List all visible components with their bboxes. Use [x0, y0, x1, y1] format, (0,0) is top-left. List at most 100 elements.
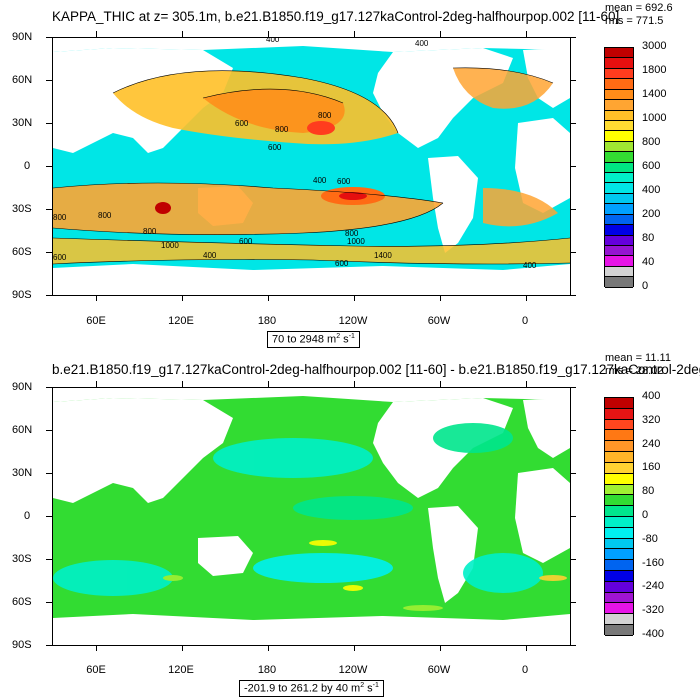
lat-label: 90S [12, 639, 32, 651]
axis-tick [46, 80, 52, 81]
colorbar-label: 3000 [642, 40, 667, 52]
colorbar-swatch [605, 266, 633, 278]
lat-label: 0 [24, 160, 31, 172]
axis-tick [46, 166, 52, 167]
difference-patches [53, 423, 567, 611]
panel1-title: KAPPA_THIC at z= 305.1m, b.e21.B1850.f19… [52, 9, 620, 24]
panel1-rms: rms = 771.5 [605, 15, 664, 27]
contour-label: 400 [415, 39, 429, 48]
colorbar-swatch [605, 462, 633, 474]
panel2-units-sup2: -1 [372, 682, 379, 689]
axis-tick [354, 381, 355, 387]
colorbar-swatch [605, 58, 633, 69]
contour-label: 800 [53, 213, 67, 222]
colorbar-swatch [605, 571, 633, 582]
antarctica-land [53, 614, 570, 645]
colorbar-swatch [605, 120, 633, 132]
colorbar-swatch [605, 89, 633, 101]
colorbar-swatch [605, 131, 633, 142]
panel1-units-s: s [340, 333, 349, 346]
axis-tick [46, 252, 52, 253]
contour-label: 1000 [347, 237, 365, 246]
contour-label: 400 [266, 38, 280, 44]
axis-tick [182, 31, 183, 37]
contour-label: 600 [337, 177, 351, 186]
colorbar-swatch [605, 484, 633, 496]
south-atlantic-gyre [483, 188, 558, 227]
colorbar-swatch [605, 549, 633, 561]
colorbar-label: 160 [642, 461, 661, 474]
contour-label: 1400 [374, 251, 392, 260]
lon-label: 60E [86, 315, 106, 327]
colorbar-swatch [605, 204, 633, 215]
axis-tick [526, 295, 527, 301]
colorbar-swatch [605, 408, 633, 420]
axis-tick [570, 516, 576, 517]
panel1-map-canvas: 400 400 800 600 800 600 400 600 800 800 … [53, 38, 570, 295]
colorbar-swatch [605, 173, 633, 184]
contour-label: 600 [335, 259, 349, 268]
axis-tick [96, 31, 97, 37]
colorbar-swatch [605, 506, 633, 517]
panel2-mean: mean = 11.11 [605, 352, 671, 364]
colorbar-label: 1000 [642, 112, 667, 124]
axis-tick [46, 123, 52, 124]
colorbar-swatch [605, 441, 633, 453]
lat-label: 90N [12, 381, 33, 393]
colorbar-swatch [605, 419, 633, 431]
lat-label: 30N [12, 117, 33, 129]
colorbar-label: -80 [642, 532, 658, 545]
contour-label: 800 [143, 227, 157, 236]
colorbar-swatch [605, 235, 633, 247]
colorbar-swatch [605, 473, 633, 485]
colorbar-swatch [605, 560, 633, 571]
contour-label: 400 [313, 176, 327, 185]
axis-tick [354, 31, 355, 37]
colorbar-swatch [605, 538, 633, 550]
colorbar-swatch [605, 48, 633, 59]
axis-tick [96, 645, 97, 651]
panel1-range-box: 70 to 2948 m2 s-1 [267, 331, 360, 348]
contour-label: 800 [345, 229, 359, 238]
panel2-units-sup1: 2 [360, 682, 365, 689]
panel2-range-text: -201.9 to 261.2 by 40 m [244, 682, 361, 695]
contour-label: 400 [523, 261, 537, 270]
colorbar-label: 800 [642, 136, 661, 148]
axis-tick [526, 31, 527, 37]
colorbar-label: 240 [642, 437, 661, 450]
axis-tick [570, 209, 576, 210]
colorbar-swatch [605, 214, 633, 226]
colorbar-swatch [605, 79, 633, 90]
colorbar-label: 80 [642, 232, 655, 244]
axis-tick [440, 295, 441, 301]
asia-land [53, 398, 233, 503]
colorbar-swatch [605, 581, 633, 593]
lat-label: 90S [12, 289, 32, 301]
lat-label: 60N [12, 424, 33, 436]
colorbar-label: -400 [642, 628, 665, 640]
axis-tick [182, 645, 183, 651]
colorbar-swatch [605, 592, 633, 604]
panel2-colorbar [604, 397, 634, 636]
panel2-map [52, 387, 571, 646]
contour-label: 800 [318, 111, 332, 120]
axis-tick [440, 31, 441, 37]
colorbar-label: -160 [642, 556, 665, 569]
axis-tick [570, 37, 576, 38]
panel2-title: b.e21.B1850.f19_g17.127kaControl-2deg-ha… [52, 362, 700, 377]
axis-tick [46, 559, 52, 560]
colorbar-label: 400 [642, 390, 661, 402]
axis-tick [268, 31, 269, 37]
arctic-land [53, 388, 570, 402]
axis-tick [570, 387, 576, 388]
axis-tick [46, 645, 52, 646]
axis-tick [46, 37, 52, 38]
lon-label: 180 [257, 315, 277, 327]
southern-ocean-band [53, 238, 570, 264]
colorbar-label: 200 [642, 208, 661, 220]
lat-label: 0 [24, 510, 31, 522]
axis-tick [96, 295, 97, 301]
colorbar-swatch [605, 516, 633, 528]
colorbar-label: 40 [642, 256, 655, 268]
colorbar-swatch [605, 183, 633, 194]
